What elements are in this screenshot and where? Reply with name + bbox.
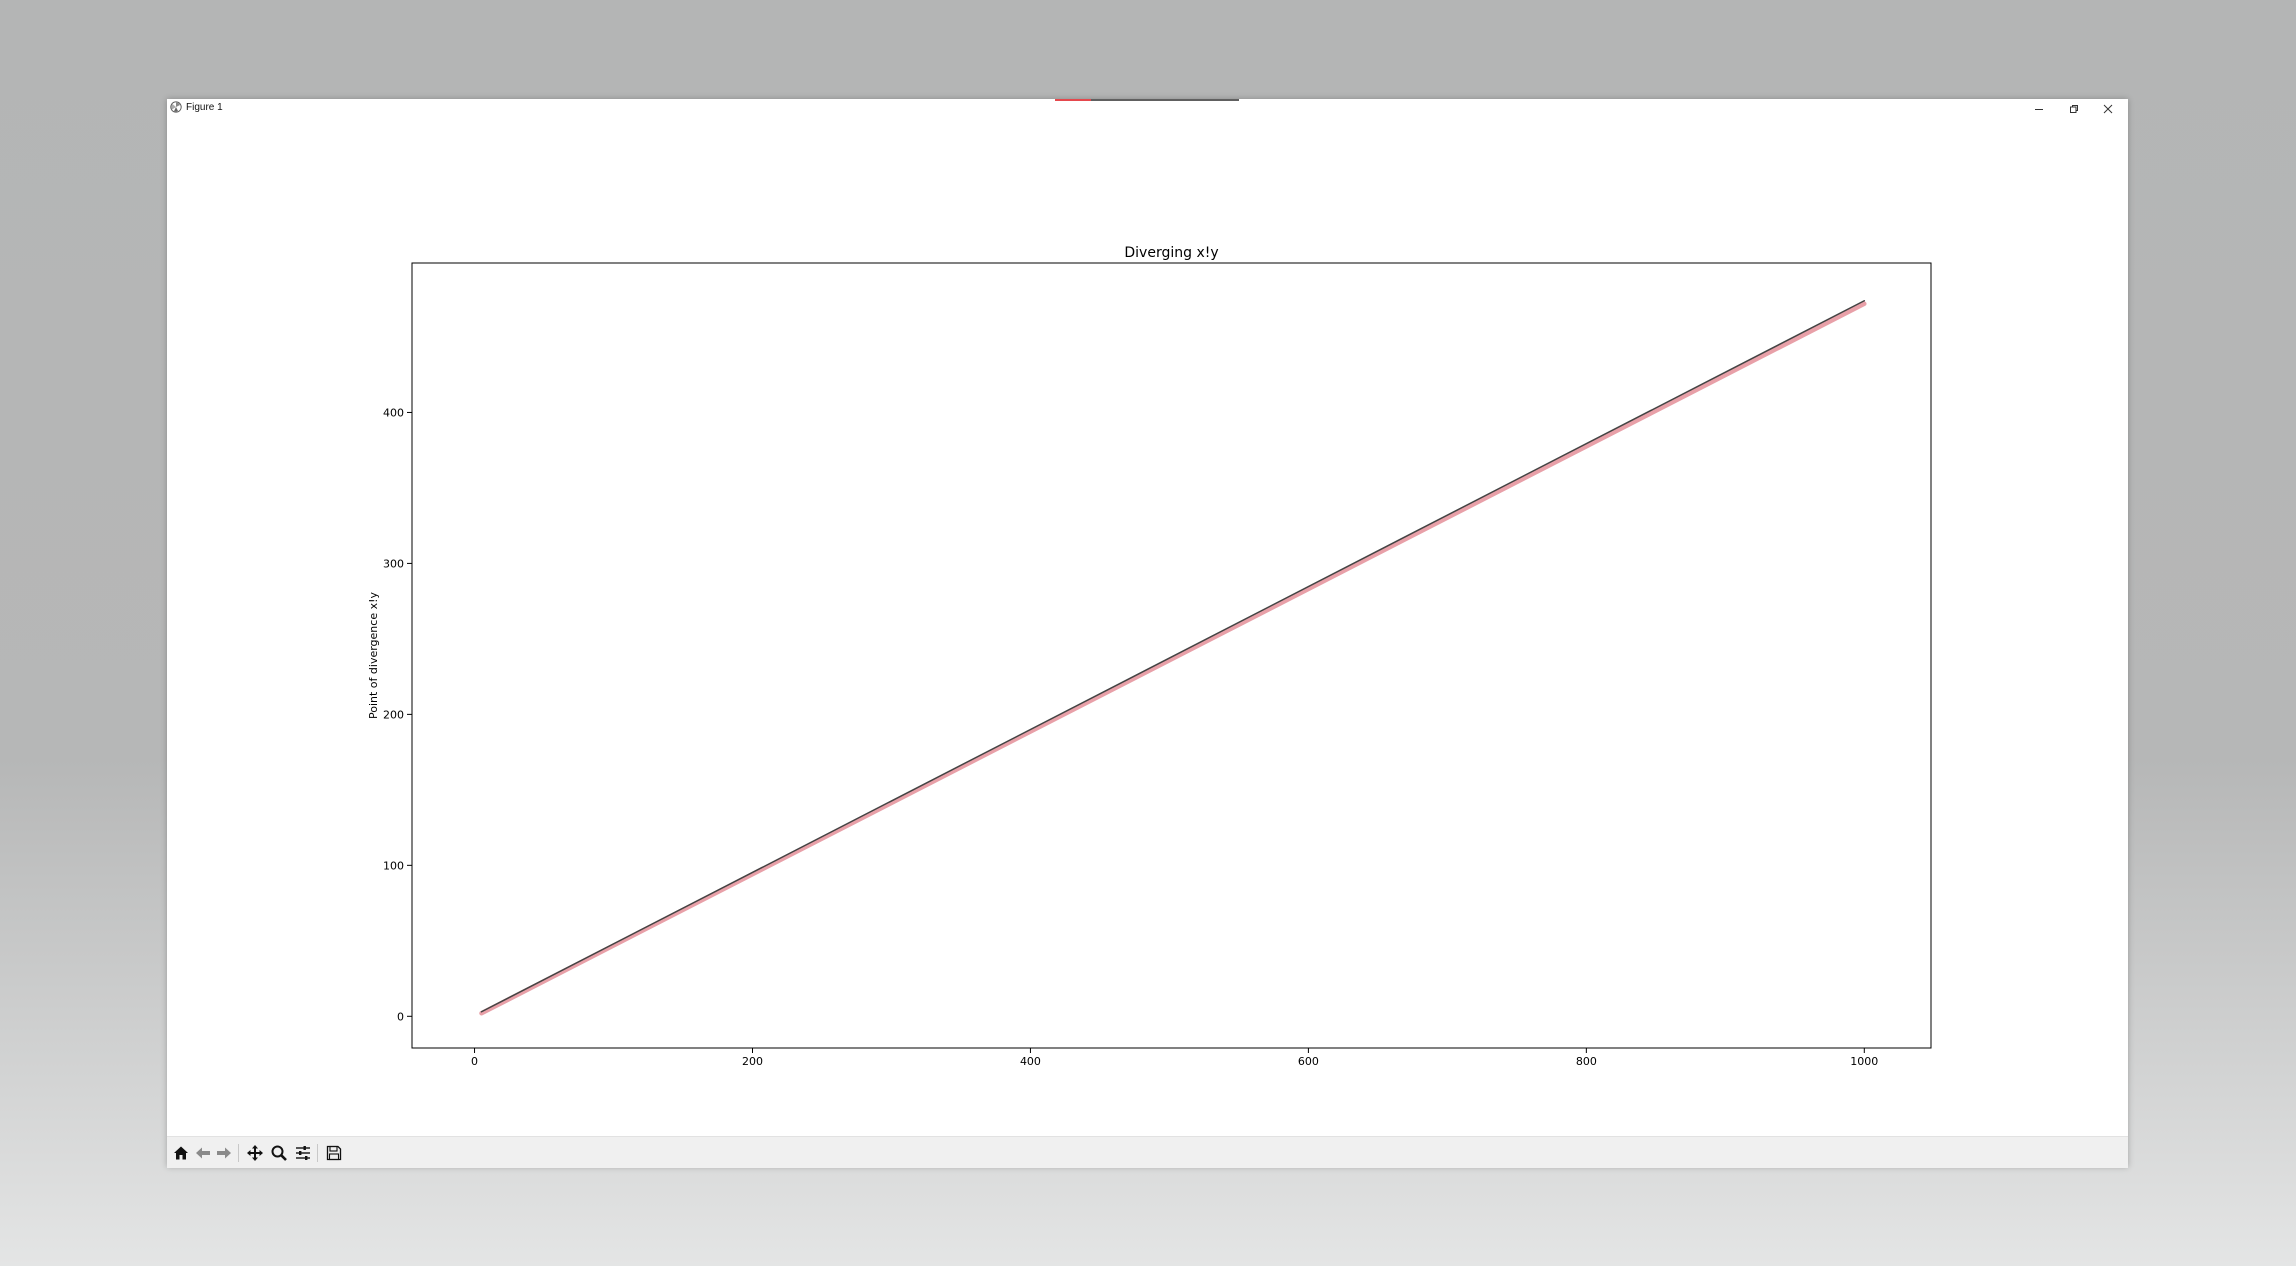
y-axis-ticks: 0 100 200 300 400 — [383, 406, 412, 1023]
y-axis-label: Point of divergence x!y — [367, 592, 380, 720]
save-button[interactable] — [324, 1143, 344, 1163]
y-tick-label: 300 — [383, 557, 404, 570]
x-tick-label: 0 — [471, 1055, 478, 1068]
move-icon — [247, 1145, 263, 1161]
toolbar-separator — [238, 1144, 239, 1162]
series-line-0 — [479, 301, 1867, 1016]
title-bar[interactable]: Figure 1 — [167, 99, 2128, 118]
floppy-disk-icon — [326, 1145, 342, 1161]
series-line-1 — [480, 299, 1866, 1013]
toolbar-separator — [317, 1144, 318, 1162]
restore-button[interactable] — [2057, 99, 2091, 118]
chart-title: Diverging x!y — [1124, 245, 1218, 261]
minimize-icon — [2035, 108, 2043, 110]
x-tick-label: 200 — [742, 1055, 763, 1068]
close-button[interactable] — [2091, 99, 2125, 118]
restore-icon — [2070, 104, 2078, 113]
x-axis-ticks: 0 200 400 600 800 1000 — [471, 1048, 1878, 1068]
arrow-left-icon — [196, 1147, 210, 1159]
navigation-toolbar — [167, 1136, 2128, 1168]
sliders-icon — [296, 1146, 310, 1160]
axes-frame — [411, 262, 1932, 1049]
minimize-button[interactable] — [2022, 99, 2056, 118]
y-tick-label: 400 — [383, 406, 404, 419]
zoom-button[interactable] — [269, 1143, 289, 1163]
y-tick-label: 0 — [397, 1010, 404, 1023]
x-tick-label: 600 — [1298, 1055, 1319, 1068]
x-tick-label: 1000 — [1850, 1055, 1878, 1068]
configure-subplots-button[interactable] — [293, 1143, 313, 1163]
x-tick-label: 800 — [1576, 1055, 1597, 1068]
forward-button[interactable] — [214, 1143, 234, 1163]
magnifier-icon — [271, 1145, 287, 1161]
home-icon — [174, 1146, 188, 1160]
close-icon — [2103, 104, 2113, 113]
back-button[interactable] — [193, 1143, 213, 1163]
home-button[interactable] — [171, 1143, 191, 1163]
title-accent-red — [1055, 99, 1091, 101]
series-layer — [479, 299, 1867, 1016]
figure-window: Figure 1 Diverging x!y 0 200 400 600 800 1000 — [167, 99, 2128, 1168]
window-title: Figure 1 — [186, 102, 223, 113]
pan-button[interactable] — [245, 1143, 265, 1163]
plot-canvas[interactable]: Diverging x!y 0 200 400 600 800 1000 0 100 200 3… — [167, 118, 2128, 1136]
y-tick-label: 100 — [383, 859, 404, 872]
title-accent-bar — [1055, 99, 1239, 101]
matplotlib-logo-icon — [170, 101, 182, 113]
y-tick-label: 200 — [383, 708, 404, 721]
x-tick-label: 400 — [1020, 1055, 1041, 1068]
arrow-right-icon — [217, 1147, 231, 1159]
line-chart: Diverging x!y 0 200 400 600 800 1000 0 100 200 3… — [367, 245, 1932, 1068]
